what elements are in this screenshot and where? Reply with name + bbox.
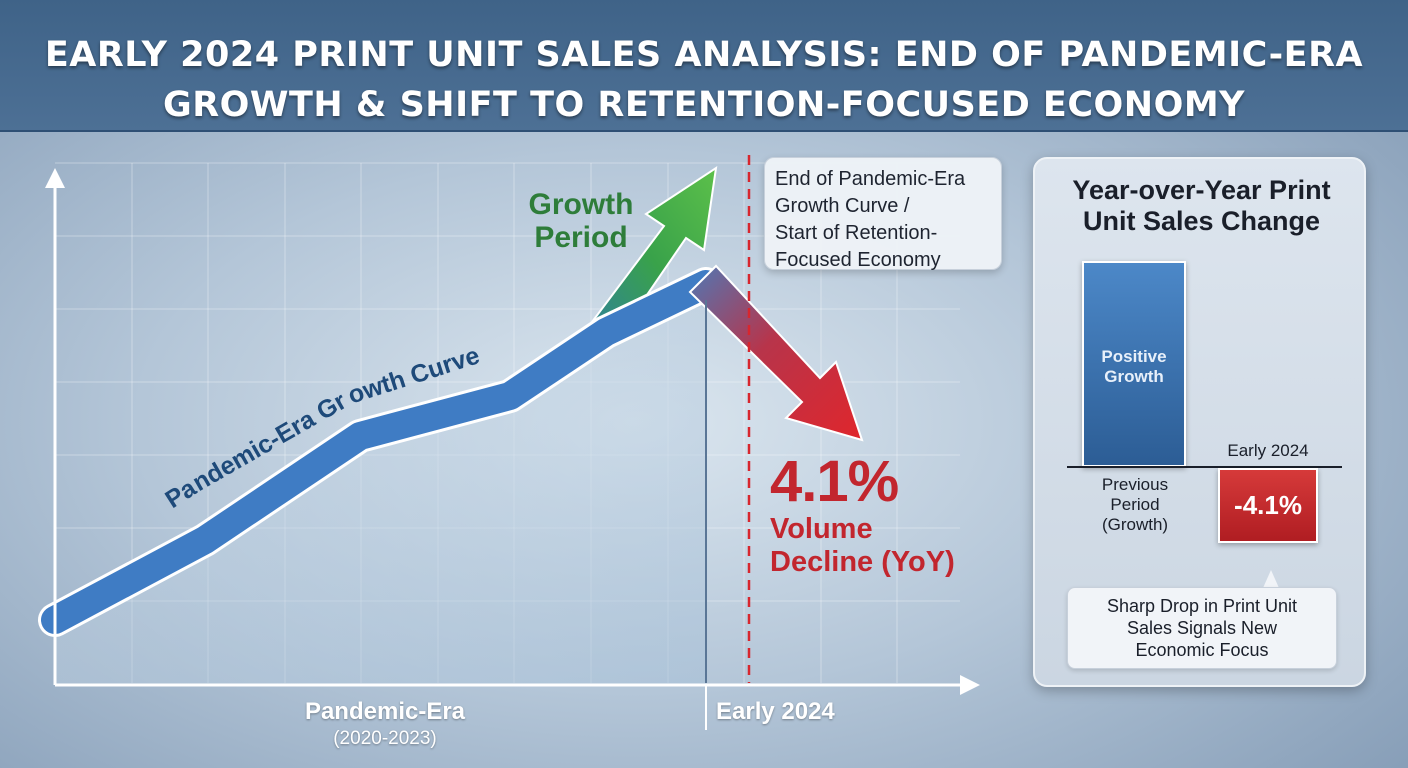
panel-title-line-1: Year-over-Year Print — [1072, 175, 1331, 205]
panel-title-line-2: Unit Sales Change — [1082, 206, 1321, 236]
header-band — [0, 0, 1408, 132]
decline-label: Volume Decline (YoY) — [770, 513, 955, 579]
growth-label-line-2: Period — [534, 221, 628, 254]
note-line-2: Sales Signals New — [1126, 618, 1278, 638]
decline-label-line-1: Volume — [770, 513, 873, 545]
callout-line-2: Growth Curve / — [775, 195, 910, 217]
callout-line-4: Focused Economy — [775, 249, 941, 271]
bar-positive-label-line-2: Growth — [1104, 367, 1164, 386]
bar-positive-label-line-1: Positive — [1101, 347, 1167, 366]
x-label-pandemic: Pandemic-Era — [304, 698, 466, 725]
bar-early-2024: -4.1% — [1218, 468, 1318, 543]
bar-previous-label: Previous Period (Growth) — [1075, 475, 1195, 535]
title-line-2: GROWTH & SHIFT TO RETENTION-FOCUSED ECON… — [163, 85, 1245, 125]
panel-baseline — [1067, 466, 1342, 468]
note-line-1: Sharp Drop in Print Unit — [1106, 596, 1298, 616]
callout-line-1: End of Pandemic-Era — [775, 168, 966, 190]
bar-previous-period: Positive Growth — [1082, 261, 1186, 467]
bar-positive-label: Positive Growth — [1084, 347, 1184, 387]
decline-value: 4.1% — [770, 449, 899, 514]
x-axis-arrowhead — [960, 675, 980, 695]
callout-line-3: Start of Retention- — [775, 222, 938, 244]
growth-curve-line — [41, 270, 720, 634]
bar-prev-label-line-1: Previous — [1101, 475, 1169, 494]
note-pointer — [1263, 570, 1279, 588]
panel-note: Sharp Drop in Print Unit Sales Signals N… — [1067, 587, 1337, 669]
decline-label-line-2: Decline (YoY) — [770, 546, 955, 578]
marker-callout: End of Pandemic-Era Growth Curve / Start… — [764, 157, 1002, 271]
growth-period-label: Growth Period — [516, 188, 646, 254]
title-line-1: EARLY 2024 PRINT UNIT SALES ANALYSIS: EN… — [44, 35, 1364, 75]
bar-negative-value: -4.1% — [1234, 490, 1302, 520]
bar-prev-label-line-3: (Growth) — [1101, 515, 1169, 534]
decline-arrow — [688, 264, 864, 442]
growth-label-line-1: Growth — [528, 188, 634, 221]
yoy-panel: Year-over-Year Print Unit Sales Change P… — [1033, 157, 1366, 687]
y-axis-arrowhead — [45, 168, 65, 188]
panel-title: Year-over-Year Print Unit Sales Change — [1035, 175, 1368, 237]
note-line-3: Economic Focus — [1135, 640, 1269, 660]
page-title: EARLY 2024 PRINT UNIT SALES ANALYSIS: EN… — [0, 30, 1408, 130]
x-label-early-2024: Early 2024 — [716, 698, 835, 725]
x-sublabel-pandemic: (2020-2023) — [333, 728, 437, 749]
bar-early-2024-label: Early 2024 — [1227, 441, 1309, 460]
bar-prev-label-line-2: Period — [1110, 495, 1160, 514]
